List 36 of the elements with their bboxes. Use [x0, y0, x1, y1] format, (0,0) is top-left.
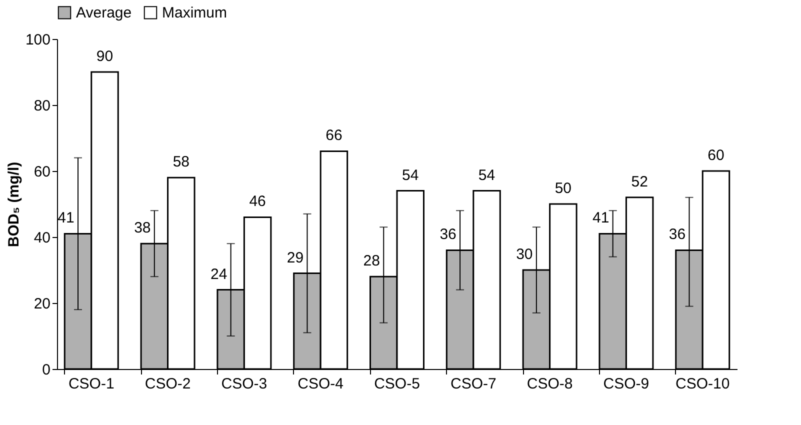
- x-tick-label: CSO-1: [68, 376, 114, 392]
- x-tick-label: CSO-3: [221, 376, 268, 392]
- data-label: 36: [668, 226, 686, 244]
- legend-label: Average: [76, 4, 132, 22]
- x-tick-label: CSO-8: [526, 376, 573, 392]
- data-label: 30: [516, 246, 533, 263]
- x-tick-label: CSO-10: [676, 376, 730, 392]
- y-tick-label: 100: [25, 32, 50, 48]
- data-label: 60: [708, 147, 724, 164]
- legend-label: Maximum: [162, 4, 228, 22]
- data-label: 41: [592, 210, 610, 227]
- data-label: 50: [554, 180, 572, 197]
- data-label: 52: [631, 173, 648, 190]
- y-tick-label: 80: [34, 98, 50, 114]
- data-label: 36: [440, 226, 456, 244]
- x-tick-label: CSO-4: [298, 376, 344, 392]
- y-tick-label: 0: [42, 362, 50, 378]
- data-label: 41: [58, 210, 74, 227]
- x-tick-label: CSO-9: [603, 376, 650, 392]
- data-label: 46: [249, 193, 266, 210]
- y-tick-label: 40: [34, 230, 50, 246]
- y-tick-label: 60: [34, 164, 50, 180]
- y-tick-label: 20: [34, 296, 50, 312]
- data-label: 90: [96, 48, 114, 65]
- data-label: 54: [478, 166, 496, 184]
- y-axis-title: BOD₅ (mg/l): [5, 162, 22, 248]
- data-label: 29: [286, 249, 304, 266]
- data-label: 38: [134, 220, 151, 237]
- data-label: 58: [172, 154, 190, 171]
- data-label: 24: [210, 266, 228, 283]
- x-tick-label: CSO-7: [450, 376, 496, 392]
- data-label: 66: [326, 127, 342, 144]
- x-tick-label: CSO-5: [374, 376, 420, 392]
- data-label: 28: [363, 252, 380, 270]
- data-label: 54: [402, 166, 419, 184]
- x-tick-label: CSO-2: [144, 376, 191, 392]
